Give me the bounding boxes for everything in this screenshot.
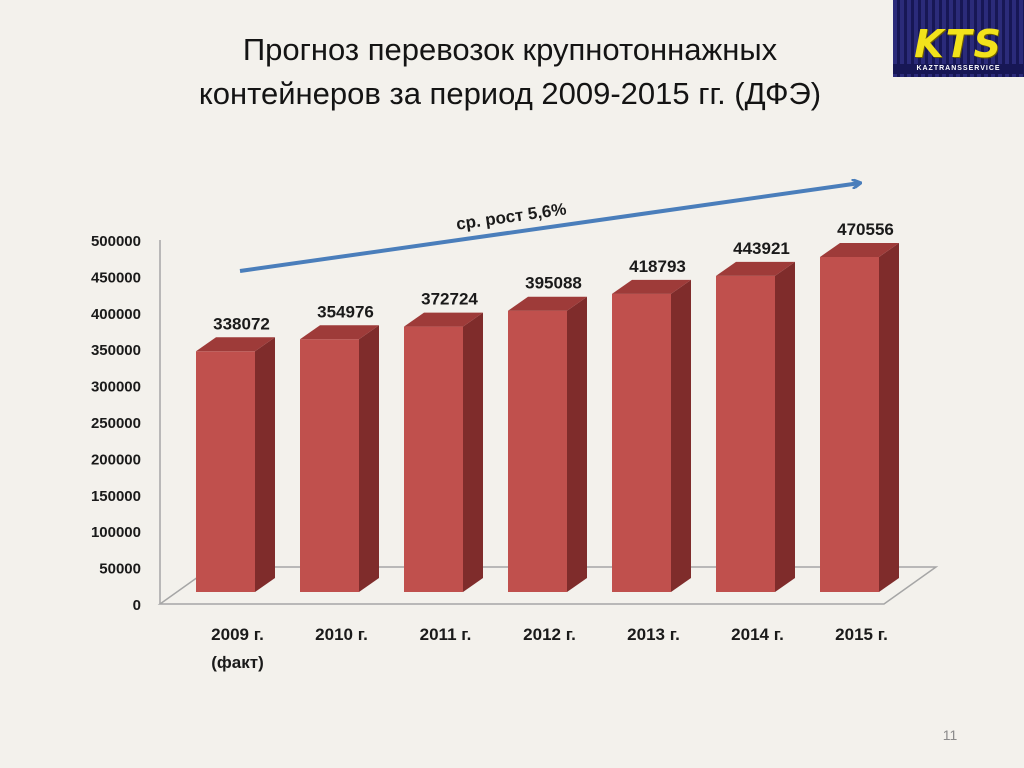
bar-front-face (196, 351, 255, 592)
bar-side-face (879, 242, 899, 593)
data-label: 354976 (317, 302, 374, 321)
y-tick-label: 400000 (91, 306, 141, 323)
y-tick-label: 350000 (91, 342, 141, 359)
title-line-1: Прогноз перевозок крупнотоннажных (242, 32, 778, 67)
bar-side-face (359, 325, 379, 592)
bar-front-face (612, 293, 671, 592)
y-tick-label: 500000 (91, 233, 141, 250)
y-tick-label: 450000 (91, 269, 141, 286)
bar-front-face (404, 326, 463, 592)
category-label: 2009 г. (211, 625, 264, 644)
chart-floor (157, 566, 939, 605)
data-label: 470556 (837, 220, 894, 239)
bar-top-face (404, 312, 483, 327)
page-number: 11 (942, 727, 958, 743)
bar-side-face (567, 296, 587, 592)
data-label: 338072 (213, 314, 270, 333)
category-label: 2013 г. (627, 625, 680, 644)
bar-front-face (716, 275, 775, 592)
data-label: 395088 (525, 274, 582, 293)
bar-side-face (671, 279, 691, 592)
bar-top-face (716, 261, 795, 276)
title-line-2: контейнеров за период 2009-2015 гг. (ДФЭ… (198, 76, 822, 111)
category-label: 2014 г. (731, 625, 784, 644)
y-tick-label: 150000 (91, 488, 141, 505)
data-label: 372724 (421, 290, 478, 309)
data-label: 418793 (629, 257, 686, 276)
bar-front-face (300, 339, 359, 592)
trend-arrow (239, 183, 860, 273)
y-tick-label: 200000 (91, 451, 141, 468)
category-label: 2010 г. (315, 625, 368, 644)
category-label: 2012 г. (523, 625, 576, 644)
bar-top-face (612, 279, 691, 294)
bar-side-face (255, 337, 275, 592)
bar-front-face (820, 256, 879, 592)
y-tick-label: 50000 (99, 561, 141, 578)
page-title: Прогноз перевозок крупнотоннажных контей… (120, 28, 900, 116)
y-tick-label: 0 (133, 597, 141, 614)
y-tick-label: 250000 (91, 415, 141, 432)
bar-top-face (300, 325, 379, 340)
category-sublabel: (факт) (211, 653, 264, 672)
bar-side-face (463, 312, 483, 592)
bar-top-face (820, 242, 899, 257)
bar-side-face (775, 261, 795, 592)
category-label: 2015 г. (835, 625, 888, 644)
bar-top-face (508, 296, 587, 311)
data-label: 443921 (733, 239, 790, 258)
company-logo: KTS KAZTRANSSERVICE (893, 0, 1024, 77)
logo-subtitle: KAZTRANSSERVICE (893, 64, 1024, 74)
bar-top-face (196, 337, 275, 352)
category-label: 2011 г. (420, 625, 472, 644)
y-tick-label: 100000 (91, 524, 141, 541)
logo-letters: KTS (914, 22, 1003, 66)
bar-front-face (508, 310, 567, 592)
y-tick-label: 300000 (91, 379, 141, 396)
